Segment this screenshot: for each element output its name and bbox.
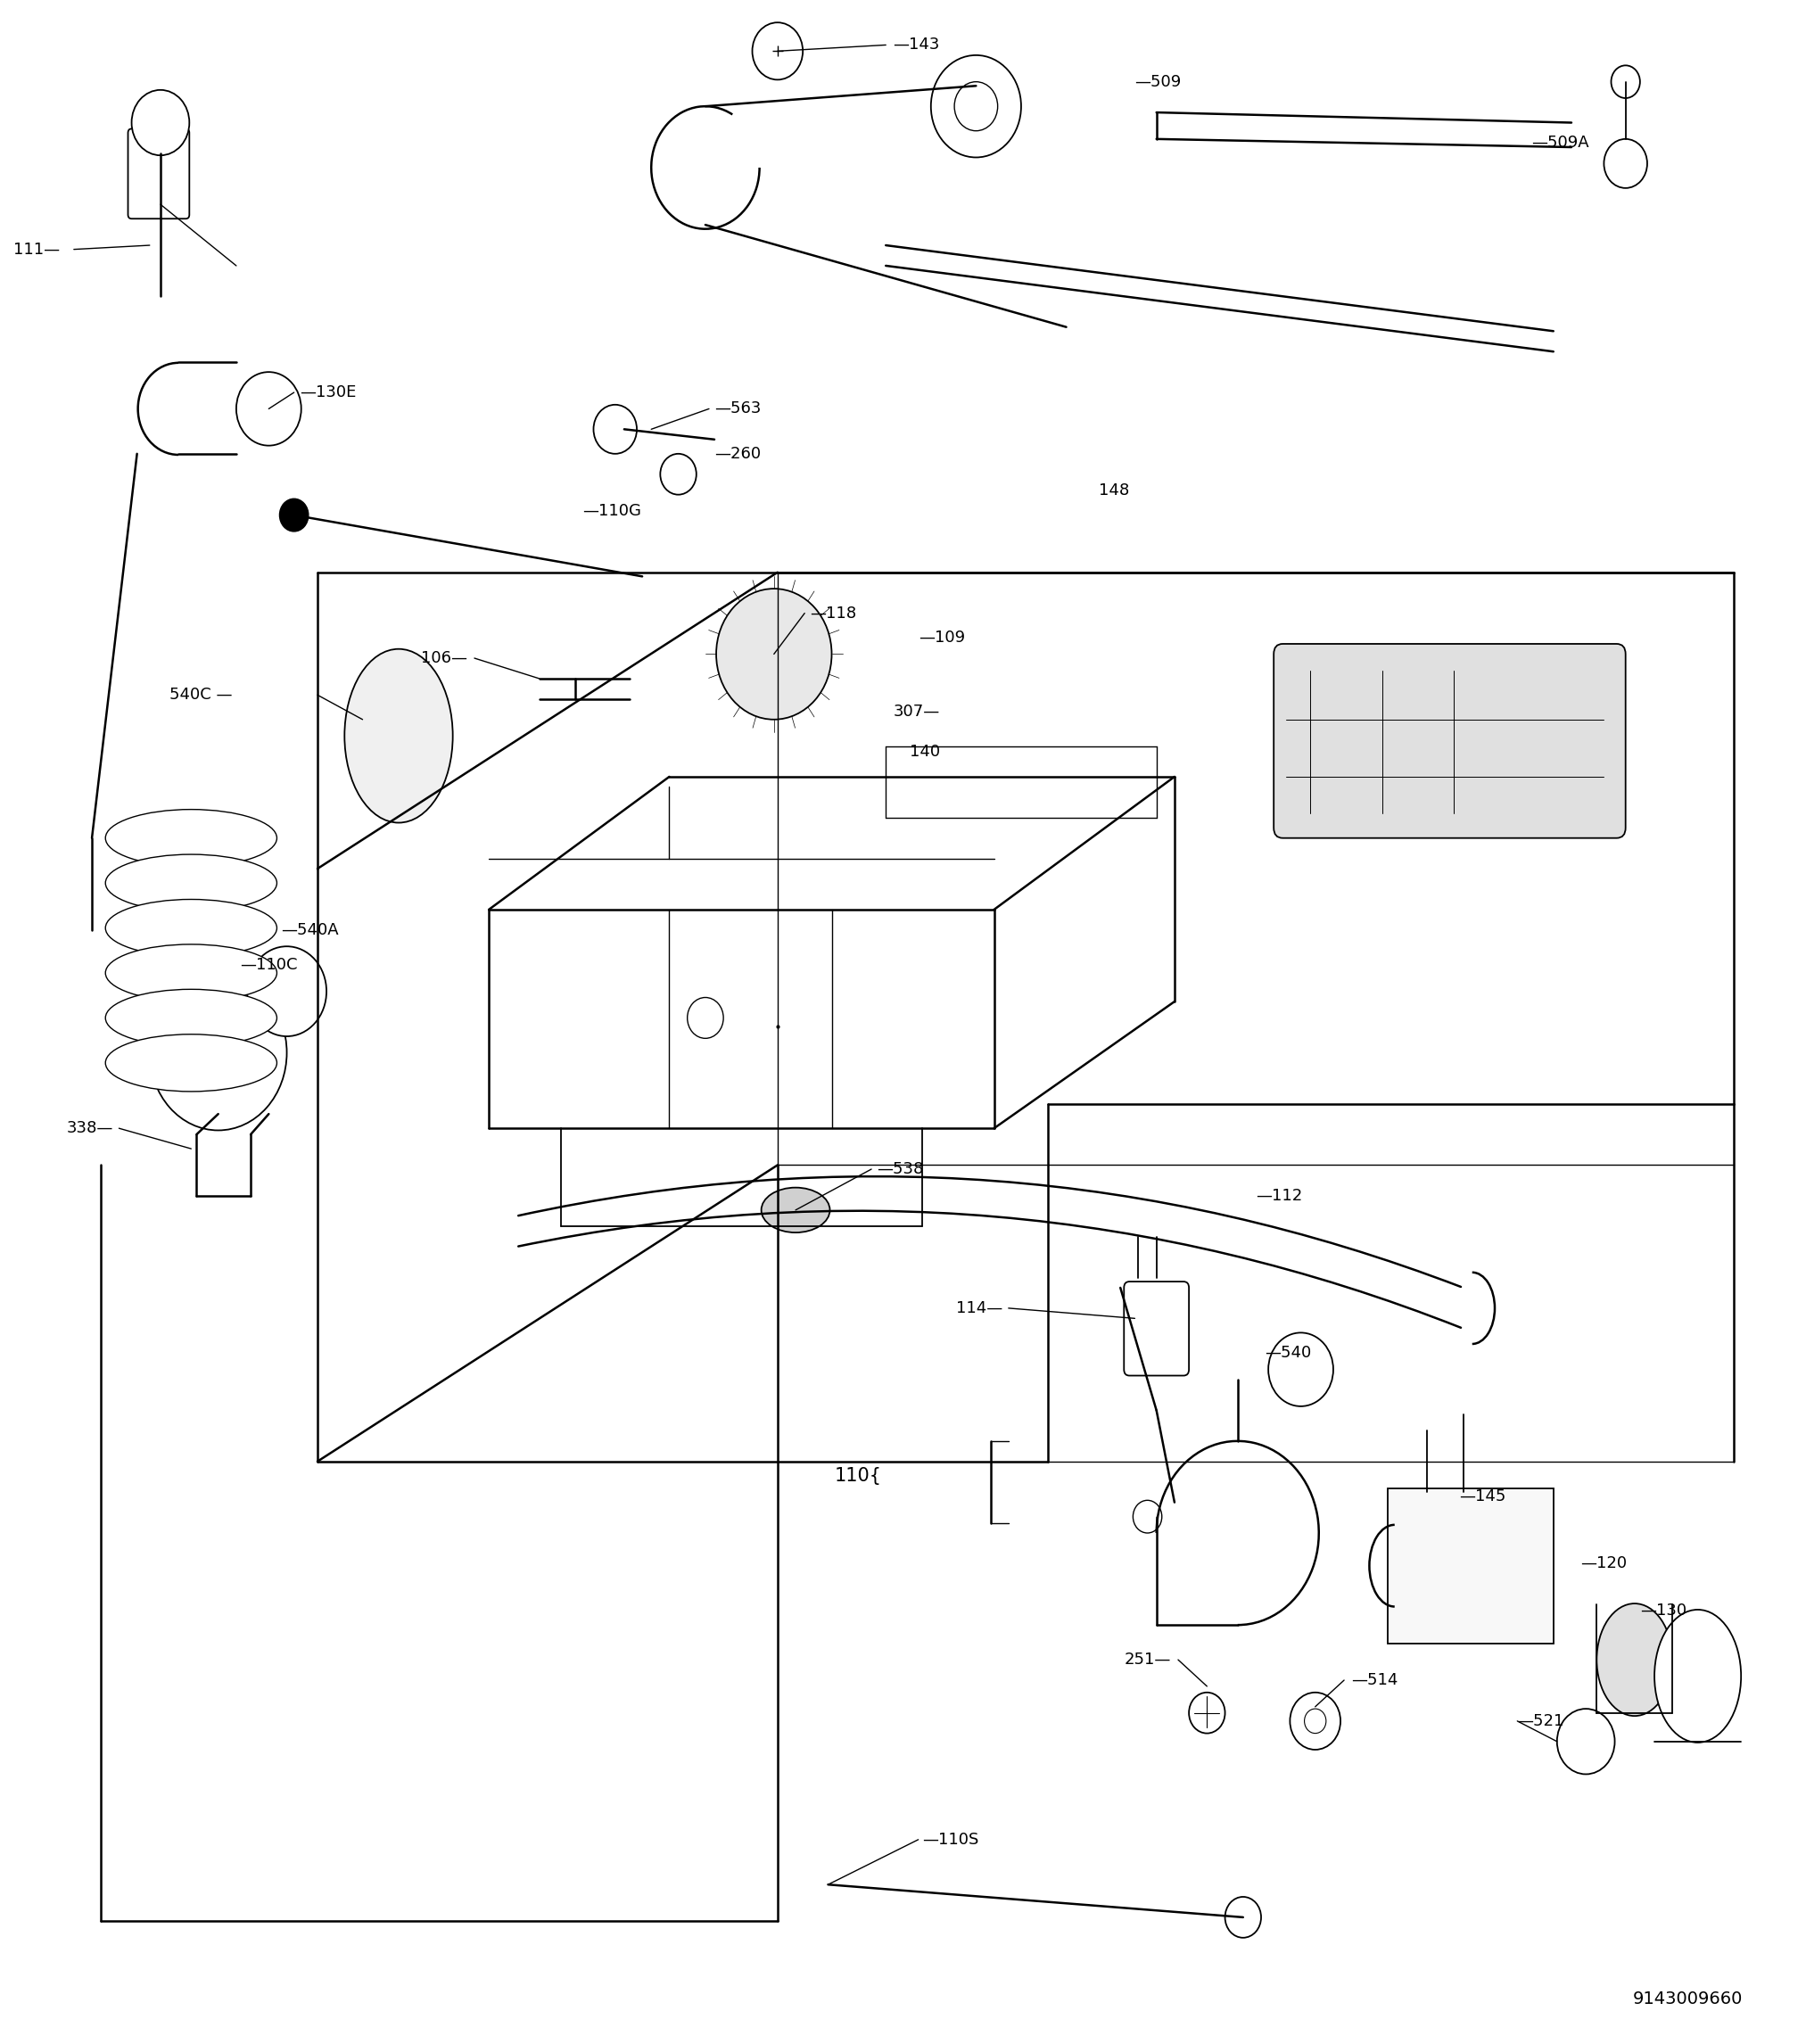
FancyBboxPatch shape (1123, 1282, 1188, 1376)
FancyBboxPatch shape (128, 129, 190, 219)
Text: —118: —118 (811, 605, 856, 621)
Ellipse shape (105, 1034, 276, 1091)
Circle shape (1611, 65, 1640, 98)
Circle shape (1188, 1692, 1224, 1733)
Text: —143: —143 (892, 37, 939, 53)
Text: 9143009660: 9143009660 (1633, 1991, 1743, 2007)
FancyBboxPatch shape (1273, 644, 1625, 838)
Text: 140: 140 (910, 744, 939, 760)
Circle shape (661, 454, 697, 495)
Circle shape (280, 499, 309, 531)
Text: —563: —563 (715, 401, 760, 417)
Circle shape (753, 22, 804, 80)
Circle shape (1224, 1897, 1261, 1938)
Circle shape (954, 82, 997, 131)
Text: —538: —538 (876, 1161, 923, 1177)
Text: —260: —260 (715, 446, 760, 462)
Circle shape (1132, 1500, 1161, 1533)
Text: —509A: —509A (1531, 135, 1589, 151)
Text: —110G: —110G (583, 503, 641, 519)
Circle shape (1268, 1333, 1333, 1406)
Text: 338—: 338— (67, 1120, 114, 1136)
Text: 111—: 111— (13, 241, 60, 258)
Text: —145: —145 (1459, 1488, 1506, 1504)
Text: 110{: 110{ (834, 1468, 881, 1484)
FancyBboxPatch shape (1387, 1488, 1553, 1643)
Text: 148: 148 (1098, 482, 1129, 499)
Ellipse shape (345, 648, 453, 822)
Ellipse shape (1597, 1602, 1672, 1717)
Ellipse shape (105, 989, 276, 1047)
Circle shape (237, 372, 302, 446)
Text: 114—: 114— (957, 1300, 1002, 1316)
Text: —112: —112 (1255, 1188, 1302, 1204)
Text: —109: —109 (917, 630, 964, 646)
Circle shape (1289, 1692, 1340, 1750)
Ellipse shape (762, 1188, 831, 1233)
Text: 106—: 106— (421, 650, 468, 666)
Ellipse shape (1654, 1611, 1741, 1741)
Text: —509: —509 (1134, 74, 1181, 90)
Circle shape (247, 946, 327, 1036)
Circle shape (150, 975, 287, 1130)
Text: —540A: —540A (282, 922, 340, 938)
Circle shape (1557, 1709, 1615, 1774)
Circle shape (717, 589, 833, 719)
Ellipse shape (105, 944, 276, 1002)
Circle shape (1304, 1709, 1326, 1733)
Text: 540C —: 540C — (170, 687, 233, 703)
Text: —110S: —110S (921, 1831, 979, 1848)
Text: 251—: 251— (1123, 1652, 1170, 1668)
Text: —521: —521 (1517, 1713, 1564, 1729)
Text: —514: —514 (1351, 1672, 1398, 1688)
Circle shape (594, 405, 638, 454)
Ellipse shape (105, 899, 276, 957)
Circle shape (132, 90, 190, 155)
Text: 307—: 307— (894, 703, 939, 719)
Circle shape (930, 55, 1020, 157)
Ellipse shape (105, 854, 276, 912)
Circle shape (688, 997, 724, 1038)
Ellipse shape (105, 809, 276, 867)
Text: —130E: —130E (300, 384, 356, 401)
Text: —130: —130 (1640, 1602, 1687, 1619)
Text: —540: —540 (1264, 1345, 1311, 1361)
Text: —110C: —110C (240, 957, 298, 973)
Text: —120: —120 (1580, 1555, 1627, 1572)
Circle shape (1604, 139, 1647, 188)
